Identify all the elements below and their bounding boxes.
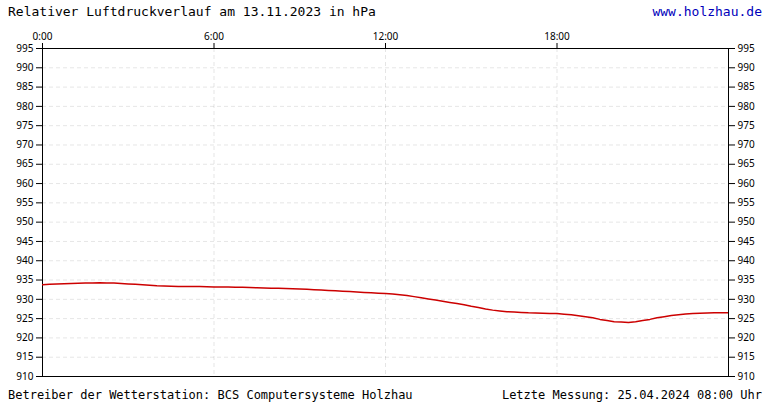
svg-text:990: 990 [16, 60, 33, 74]
svg-text:935: 935 [16, 272, 33, 286]
svg-text:965: 965 [738, 156, 755, 170]
svg-text:970: 970 [16, 137, 33, 151]
svg-text:940: 940 [16, 253, 33, 267]
svg-text:960: 960 [16, 176, 33, 190]
svg-text:955: 955 [16, 195, 33, 209]
svg-text:950: 950 [16, 214, 33, 228]
svg-text:995: 995 [738, 41, 755, 55]
svg-text:960: 960 [738, 176, 755, 190]
svg-text:945: 945 [16, 234, 33, 248]
svg-text:975: 975 [738, 118, 755, 132]
html-text:Letzte Messung: 25.04.2024 08:: Letzte Messung: 25.04.2024 08:00 Uhr [501, 388, 762, 402]
svg-text:925: 925 [738, 311, 755, 325]
html-text:Relativer Luftdruckverlauf am: Relativer Luftdruckverlauf am 13.11.2023… [8, 3, 376, 19]
svg-text:915: 915 [738, 349, 755, 363]
svg-text:915: 915 [16, 349, 33, 363]
svg-text:6:00: 6:00 [204, 29, 224, 43]
svg-text:940: 940 [738, 253, 755, 267]
svg-text:985: 985 [16, 79, 33, 93]
html-text:www.holzhau.de: www.holzhau.de [652, 3, 762, 19]
svg-text:980: 980 [738, 99, 755, 113]
svg-text:935: 935 [738, 272, 755, 286]
svg-text:950: 950 [738, 214, 755, 228]
svg-text:910: 910 [738, 369, 755, 383]
svg-text:0:00: 0:00 [33, 29, 53, 43]
svg-text:18:00: 18:00 [544, 29, 570, 43]
svg-text:930: 930 [738, 292, 755, 306]
svg-text:920: 920 [16, 330, 33, 344]
svg-text:12:00: 12:00 [373, 29, 399, 43]
svg-text:955: 955 [738, 195, 755, 209]
svg-text:995: 995 [16, 41, 33, 55]
svg-text:920: 920 [738, 330, 755, 344]
svg-text:980: 980 [16, 99, 33, 113]
svg-text:910: 910 [16, 369, 33, 383]
svg-text:930: 930 [16, 292, 33, 306]
svg-text:925: 925 [16, 311, 33, 325]
svg-text:985: 985 [738, 79, 755, 93]
svg-text:965: 965 [16, 156, 33, 170]
svg-text:970: 970 [738, 137, 755, 151]
svg-text:945: 945 [738, 234, 755, 248]
svg-text:975: 975 [16, 118, 33, 132]
svg-text:990: 990 [738, 60, 755, 74]
html-text:Betreiber der Wetterstation: B: Betreiber der Wetterstation: BCS Compute… [8, 388, 413, 402]
